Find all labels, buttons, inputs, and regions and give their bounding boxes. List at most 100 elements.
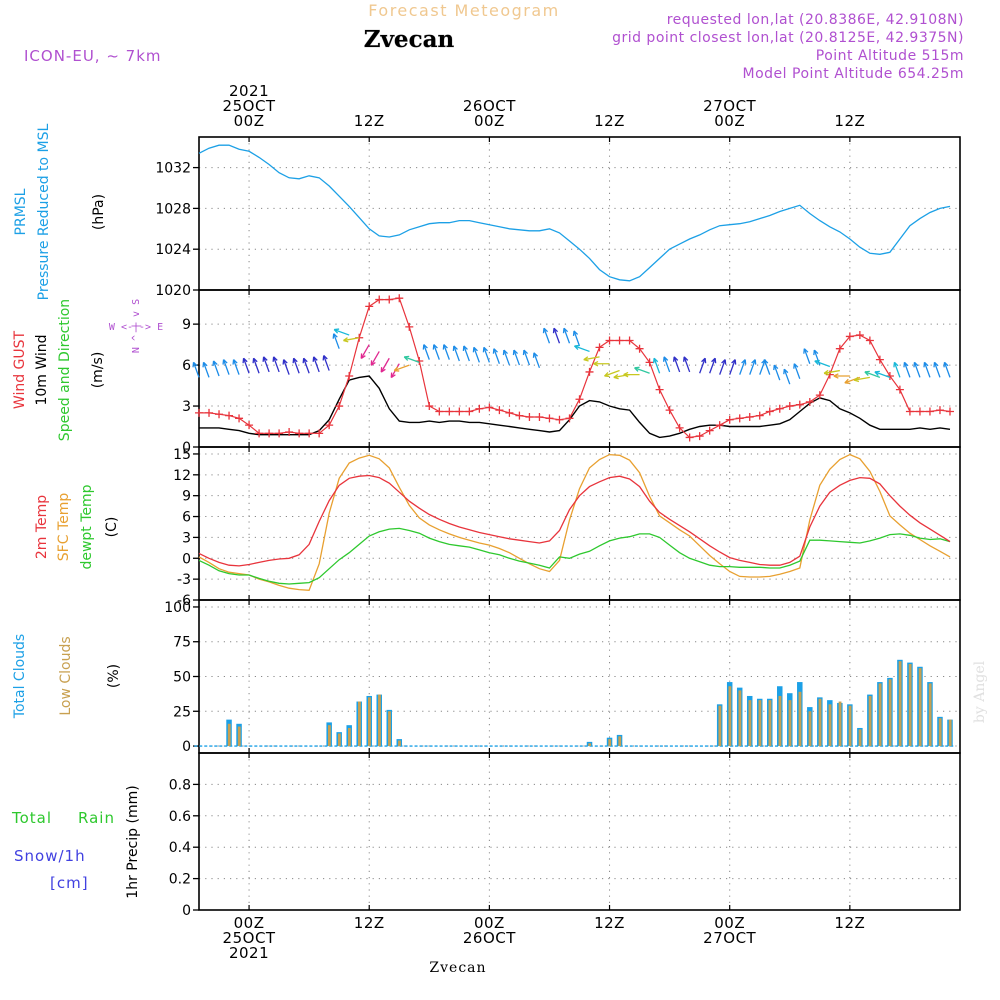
- gust-marker: [515, 411, 524, 420]
- wind-arrow: [283, 359, 290, 375]
- y-tick-label: 1020: [155, 283, 191, 299]
- gust-marker: [375, 295, 384, 304]
- wind-arrow-head: [192, 361, 198, 368]
- pressure-msl-label: Pressure Reduced to MSL: [36, 123, 52, 300]
- gust-marker: [335, 402, 344, 411]
- wind-labels: Wind GUST 10m Wind Speed and Direction (…: [12, 299, 163, 441]
- gust-marker: [235, 414, 244, 423]
- wind-arrow: [933, 362, 941, 378]
- gust-marker: [715, 421, 724, 430]
- gust-marker: [245, 421, 254, 430]
- wind-arrow: [803, 348, 811, 364]
- wind-arrow: [543, 327, 551, 344]
- gust-marker: [595, 343, 604, 352]
- compass-ns: N ^ | v S: [131, 299, 142, 353]
- wind-arrow: [653, 358, 661, 374]
- plots: [192, 144, 955, 747]
- wind-arrow: [739, 359, 746, 375]
- y-tick-label: 12: [173, 468, 191, 484]
- wind-arrow-head: [793, 363, 799, 369]
- low-cloud-bar: [888, 679, 892, 747]
- temp-dewpt-label: dewpt Temp: [79, 484, 95, 569]
- wind-arrow: [370, 351, 380, 366]
- y-tick-label: 1024: [155, 242, 191, 258]
- wind-arrow: [394, 364, 410, 372]
- wind-arrow: [303, 358, 310, 374]
- wind-arrow: [473, 347, 480, 363]
- wind-arrow-head: [814, 359, 820, 366]
- gust-marker: [495, 406, 504, 415]
- wind-arrow-head: [913, 361, 919, 368]
- temp-2m-label: 2m Temp: [34, 495, 50, 559]
- time-label-bottom: 00Z: [234, 914, 265, 932]
- gust-marker: [935, 406, 944, 415]
- wind-arrow: [814, 360, 831, 368]
- y-tick-label: 0.2: [169, 872, 191, 888]
- wind-arrow-head: [574, 344, 580, 350]
- panel-frame-precip: [198, 752, 961, 911]
- gust-marker: [395, 294, 404, 303]
- low-cloud-bar: [608, 739, 612, 747]
- y-tick-label: -6: [177, 593, 191, 609]
- wind-arrow-head: [360, 353, 366, 360]
- wind-arrow-head: [604, 371, 610, 378]
- gust-marker: [675, 423, 684, 432]
- time-label-top: 12Z: [594, 112, 625, 130]
- temp-unit: (C): [104, 517, 120, 538]
- time-label-top: 12Z: [354, 112, 385, 130]
- wind-arrow-head: [823, 369, 830, 376]
- clouds-unit: (%): [106, 664, 122, 688]
- location-title: Zvecan: [364, 26, 455, 53]
- wind-arrow: [313, 356, 320, 373]
- gust-marker: [455, 407, 464, 416]
- wind-arrow: [252, 358, 260, 374]
- wind-arrow-head: [773, 364, 779, 371]
- low-cloud-bar: [347, 727, 351, 747]
- gust-marker: [425, 402, 434, 411]
- gust-marker: [695, 432, 704, 441]
- wind-arrow-head: [803, 348, 809, 354]
- low-cloud-bar: [778, 695, 782, 747]
- gust-marker: [905, 407, 914, 416]
- wind-arrow: [783, 368, 791, 385]
- gust-marker: [555, 415, 564, 424]
- wind-arrow-head: [522, 349, 528, 356]
- wind-arrow: [360, 344, 370, 359]
- prmsl-label: PRMSL: [13, 188, 29, 235]
- panel-frame-pressure: [198, 136, 961, 291]
- wind-arrow-head: [542, 327, 549, 334]
- gust-marker: [525, 412, 534, 421]
- gust-marker: [545, 414, 554, 423]
- gust-marker: [445, 407, 454, 416]
- low-cloud-bar: [878, 683, 882, 747]
- wind-arrow-head: [482, 346, 488, 353]
- gust-marker: [535, 412, 544, 421]
- y-tick-label: 0: [182, 440, 191, 456]
- wind-arrow: [923, 362, 931, 378]
- gust-marker: [385, 295, 394, 304]
- panel-frame-clouds: [198, 599, 961, 754]
- low-cloud-bar: [728, 686, 732, 747]
- wind-arrow-head: [343, 337, 349, 343]
- wind-arrow: [583, 356, 600, 361]
- wind-arrow-head: [512, 349, 518, 356]
- low-cloud-bar: [918, 668, 922, 747]
- wind-arrow-head: [662, 356, 669, 362]
- time-label-top: 25OCT: [223, 97, 276, 115]
- gust-marker: [305, 429, 314, 438]
- y-tick-label: 0.4: [169, 840, 191, 856]
- dewpt-line: [198, 527, 951, 585]
- low-cloud-bar: [868, 695, 872, 747]
- wind-arrow: [453, 345, 460, 362]
- wind-arrow-head: [370, 360, 376, 366]
- gust-marker: [225, 411, 234, 420]
- wind-arrow-head: [232, 359, 238, 365]
- gust-marker: [775, 404, 784, 413]
- y-tick-label: 0: [182, 739, 191, 755]
- low-cloud-bar: [948, 719, 952, 747]
- point-altitude: Point Altitude 515m: [816, 48, 964, 64]
- wind-arrow: [433, 344, 440, 360]
- gust-marker: [855, 331, 864, 340]
- wind-arrow-head: [613, 373, 619, 380]
